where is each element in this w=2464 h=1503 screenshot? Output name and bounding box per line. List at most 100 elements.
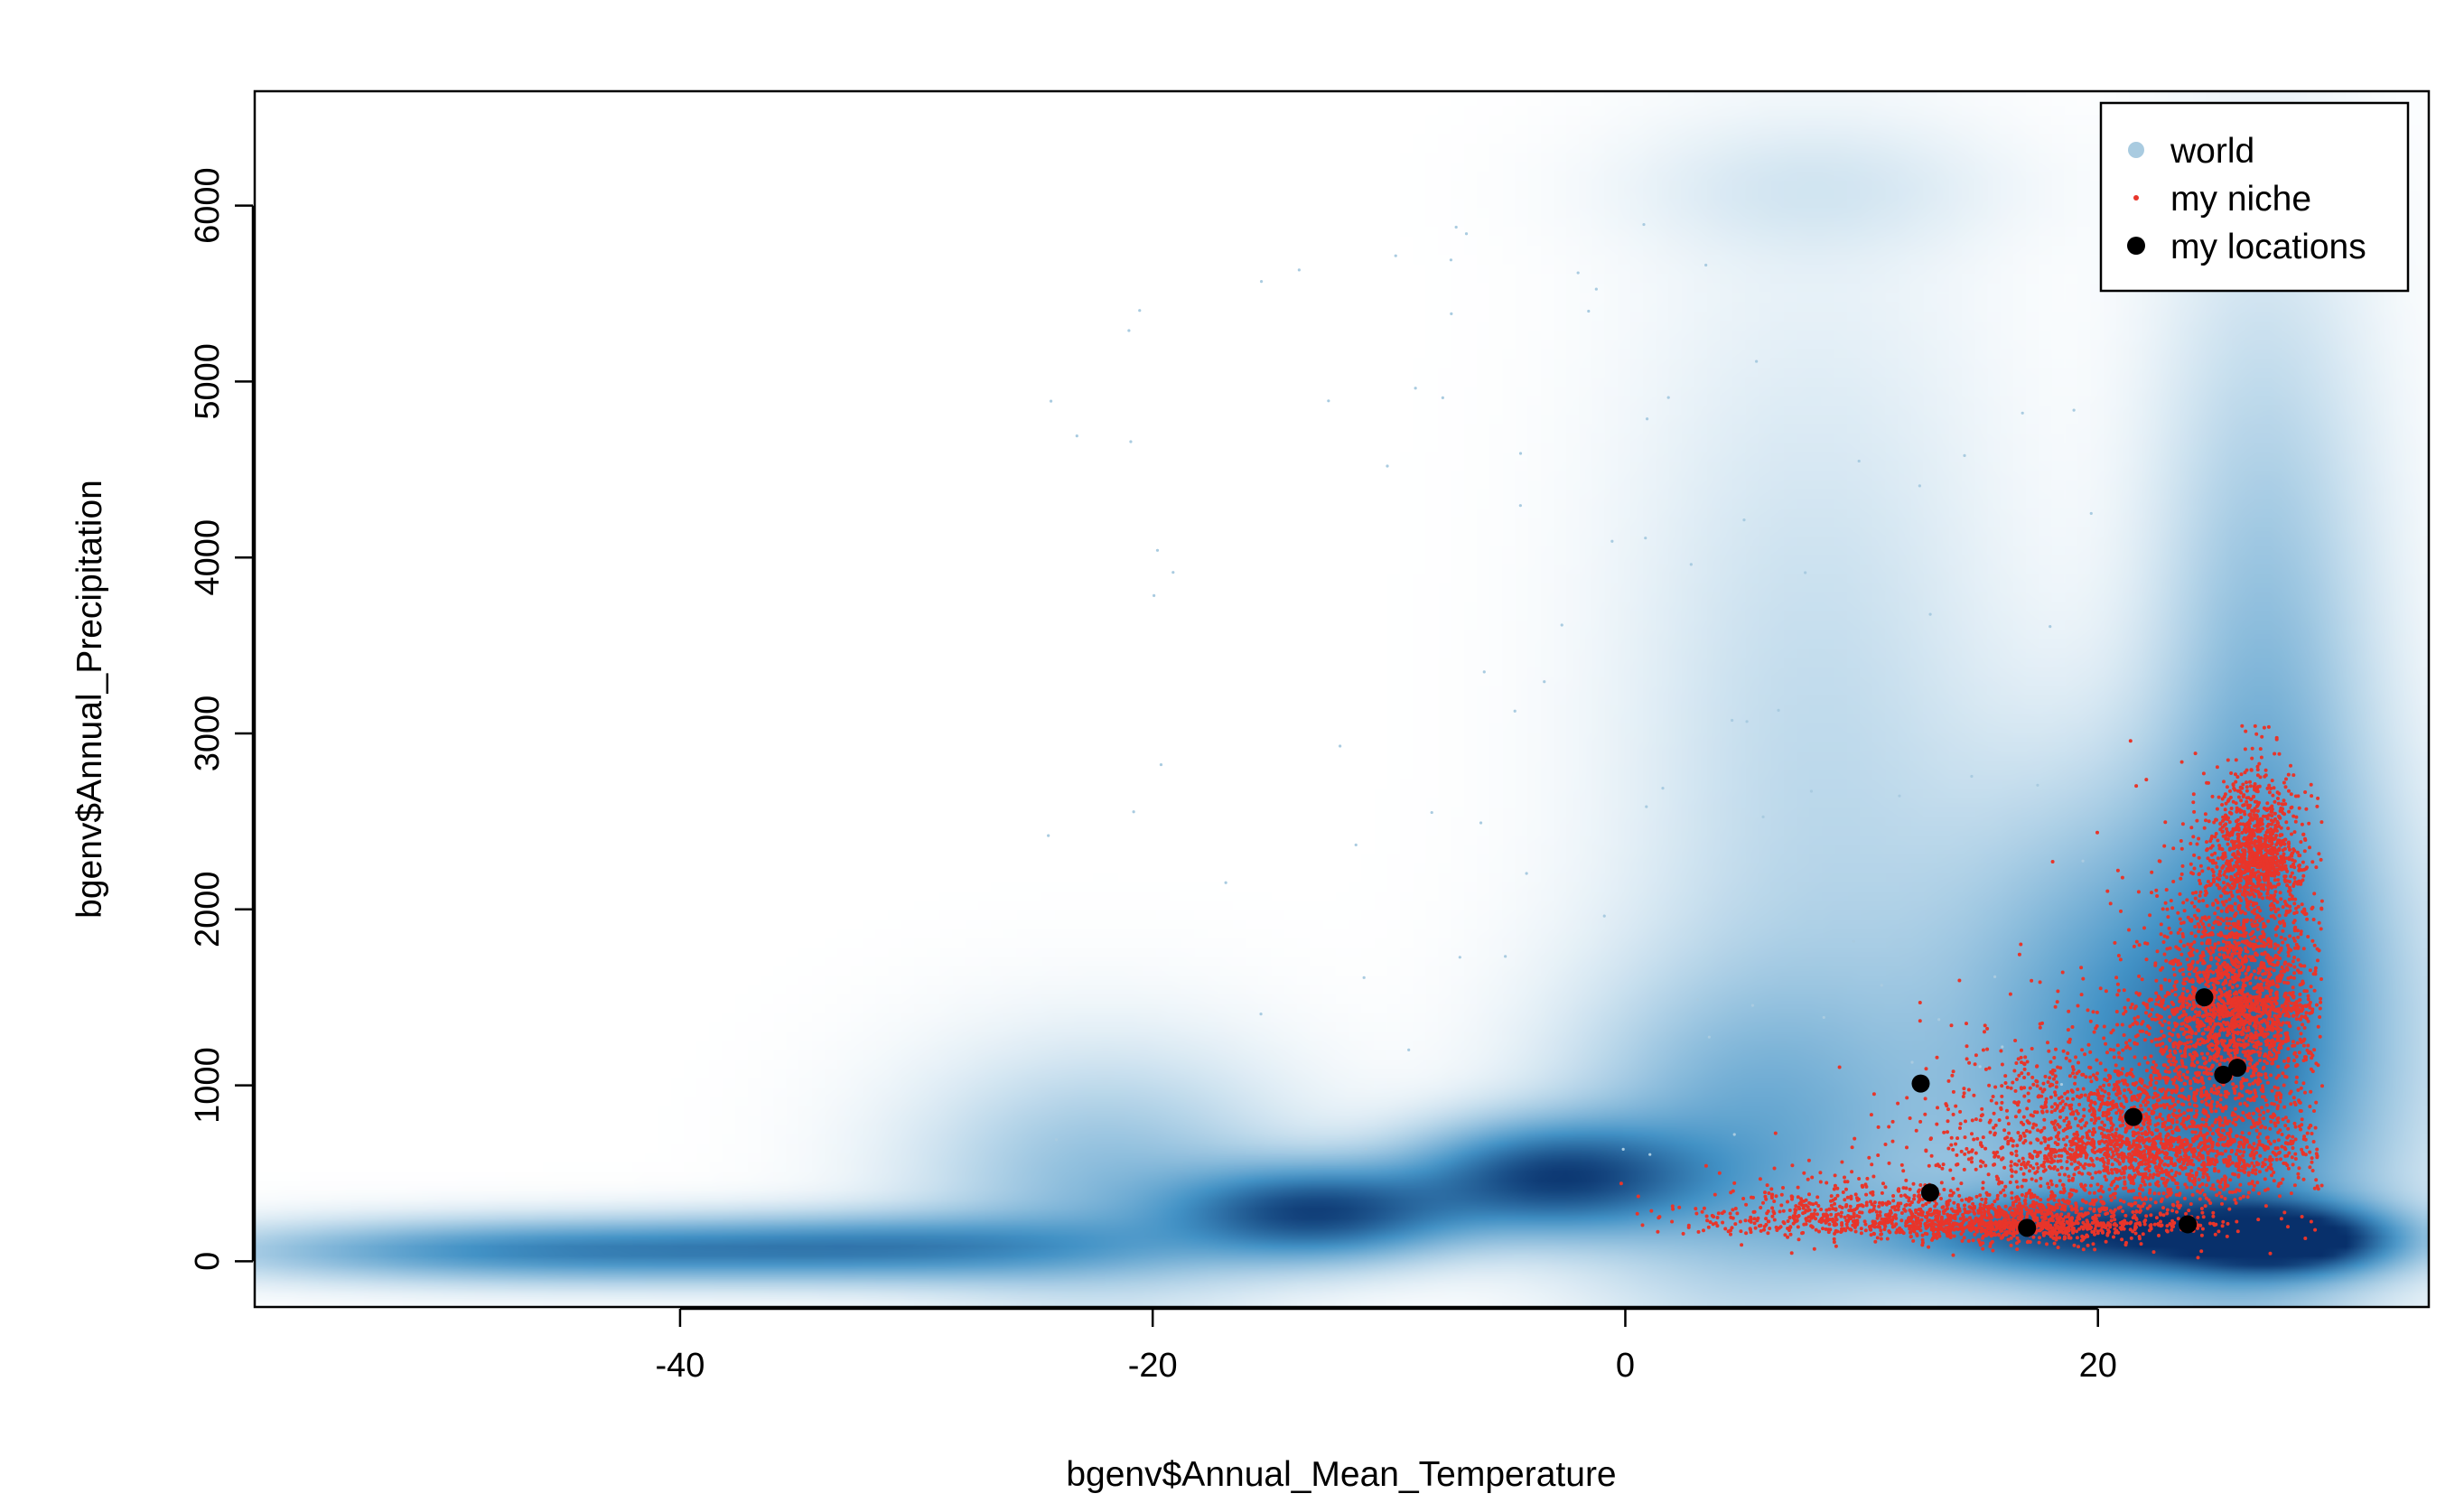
niche-point xyxy=(2068,1106,2072,1111)
niche-point xyxy=(2179,1095,2184,1098)
niche-point xyxy=(1905,1096,1909,1100)
niche-point xyxy=(2161,1142,2166,1146)
niche-point xyxy=(2125,1083,2130,1088)
niche-point xyxy=(2291,976,2296,980)
niche-point xyxy=(2137,943,2142,948)
niche-point xyxy=(2128,1177,2133,1181)
niche-point xyxy=(2157,1003,2161,1007)
niche-point xyxy=(2089,1100,2094,1105)
world-point xyxy=(1560,623,1563,627)
niche-point xyxy=(2067,1104,2072,1107)
niche-point xyxy=(2255,927,2260,931)
niche-point xyxy=(2214,1109,2218,1114)
world-point xyxy=(1224,881,1227,884)
niche-point xyxy=(2268,1251,2273,1256)
niche-point xyxy=(2181,1119,2186,1124)
niche-point xyxy=(2117,1117,2122,1122)
niche-point xyxy=(2140,1135,2144,1140)
niche-point xyxy=(2214,1153,2218,1158)
niche-point xyxy=(2235,1162,2239,1166)
niche-point xyxy=(2120,1071,2123,1076)
niche-point xyxy=(2216,915,2220,920)
niche-point xyxy=(2257,1117,2262,1122)
niche-point xyxy=(2224,1176,2228,1180)
niche-point xyxy=(2021,1178,2026,1182)
niche-point xyxy=(2136,1087,2141,1091)
niche-point xyxy=(2106,1158,2111,1162)
niche-point xyxy=(2246,1025,2250,1030)
niche-point xyxy=(2114,1127,2119,1132)
niche-point xyxy=(2198,890,2203,894)
world-point xyxy=(1464,232,1469,236)
niche-point xyxy=(2213,911,2217,916)
niche-point xyxy=(2217,940,2221,945)
niche-point xyxy=(2282,1059,2286,1063)
niche-point xyxy=(2017,1109,2021,1114)
niche-point xyxy=(2049,1110,2054,1114)
niche-point xyxy=(2105,1110,2108,1115)
niche-point xyxy=(2223,808,2227,812)
niche-point xyxy=(2049,1160,2053,1164)
niche-point xyxy=(2168,1032,2172,1036)
niche-point xyxy=(2187,1116,2191,1120)
niche-point xyxy=(2263,1072,2268,1077)
niche-point xyxy=(2195,971,2199,976)
niche-point xyxy=(2114,976,2119,980)
niche-point xyxy=(2029,1163,2033,1168)
niche-point xyxy=(1918,1019,1922,1023)
niche-point xyxy=(2185,1005,2189,1010)
niche-point xyxy=(2306,1043,2310,1048)
niche-point xyxy=(2181,986,2186,991)
niche-point xyxy=(2217,1116,2222,1120)
niche-point xyxy=(2285,981,2290,985)
world-point xyxy=(1339,744,1342,748)
niche-point xyxy=(2266,919,2271,923)
niche-point xyxy=(2264,1135,2269,1140)
niche-point xyxy=(2287,1014,2291,1019)
niche-point xyxy=(2199,1095,2204,1098)
niche-point xyxy=(2206,1152,2210,1155)
niche-point xyxy=(2274,1027,2279,1032)
niche-point xyxy=(2296,957,2301,962)
niche-point xyxy=(2221,1124,2226,1127)
niche-point xyxy=(2239,1134,2244,1139)
niche-point xyxy=(2254,1172,2258,1176)
niche-point xyxy=(2191,792,2196,797)
niche-point xyxy=(2153,1037,2158,1041)
niche-point xyxy=(2141,1029,2145,1033)
niche-point xyxy=(2146,1176,2151,1181)
niche-point xyxy=(2291,1013,2295,1018)
niche-point xyxy=(2092,1030,2096,1034)
niche-point xyxy=(2100,1101,2105,1106)
niche-point xyxy=(2276,1064,2281,1069)
niche-point xyxy=(2310,1156,2314,1161)
niche-point xyxy=(2249,1153,2253,1158)
niche-point xyxy=(2315,1003,2319,1007)
niche-point xyxy=(2235,984,2239,988)
niche-point xyxy=(2267,1027,2272,1032)
niche-point xyxy=(2011,1139,2015,1144)
niche-point xyxy=(2133,1173,2137,1178)
niche-point xyxy=(2006,1122,2011,1126)
niche-point xyxy=(2127,928,2131,932)
niche-point xyxy=(2212,1187,2217,1191)
niche-point xyxy=(2086,1008,2090,1013)
niche-point xyxy=(2112,1055,2116,1060)
niche-point xyxy=(2053,1141,2058,1145)
niche-point xyxy=(2150,1131,2154,1135)
niche-point xyxy=(2216,856,2220,861)
niche-point xyxy=(2318,1034,2322,1039)
niche-point xyxy=(2201,1006,2206,1011)
niche-point xyxy=(2169,1135,2173,1140)
niche-point xyxy=(1985,1026,1990,1031)
niche-point xyxy=(2245,1054,2250,1059)
niche-point xyxy=(2299,929,2303,934)
world-point xyxy=(1407,1048,1411,1051)
niche-point xyxy=(2160,1047,2164,1051)
niche-point xyxy=(2210,1140,2215,1144)
niche-point xyxy=(2278,1128,2282,1133)
niche-point xyxy=(2262,1095,2266,1099)
niche-point xyxy=(2178,917,2182,921)
niche-point xyxy=(2029,1113,2033,1117)
niche-point xyxy=(2098,1150,2103,1154)
